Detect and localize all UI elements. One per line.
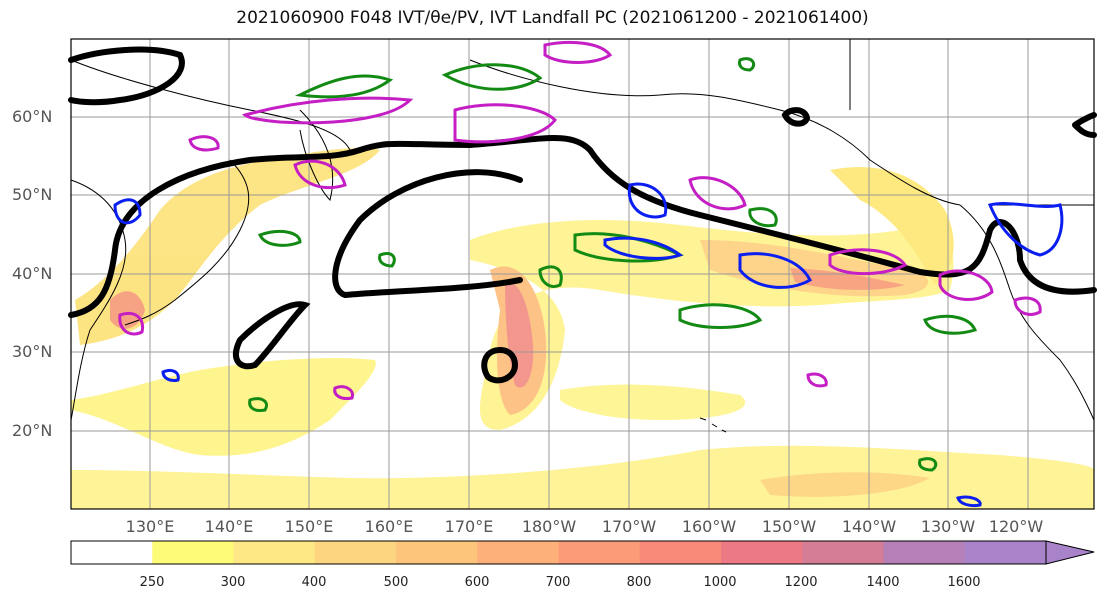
coastline-japan — [124, 159, 250, 326]
lat-label: 30°N — [12, 342, 53, 361]
lat-label: 20°N — [12, 421, 53, 440]
blue-contour — [603, 236, 684, 260]
lon-label: 140°W — [841, 517, 897, 536]
magenta-contour — [242, 96, 414, 125]
magenta-contours — [118, 40, 1042, 400]
green-contours — [248, 57, 978, 472]
magenta-contour — [688, 176, 747, 211]
coastline-north-america — [959, 204, 1095, 421]
thick-contour-main — [68, 135, 1097, 318]
green-contour — [918, 457, 938, 472]
green-contour — [923, 314, 978, 335]
colorbar-tick-label: 700 — [545, 575, 571, 590]
colorbar-segment — [314, 541, 397, 564]
colorbar-tick-label: 250 — [139, 575, 165, 590]
colorbar-segment — [152, 541, 234, 564]
coastline-asia — [70, 59, 351, 421]
colorbar-segment — [558, 541, 641, 564]
lon-label: 150°W — [761, 517, 817, 536]
magenta-contour — [118, 312, 145, 336]
colorbar-segment — [639, 541, 722, 564]
colorbar-tick-label: 1200 — [784, 575, 818, 590]
green-contour — [441, 63, 543, 91]
colorbar-segment — [721, 541, 803, 564]
green-contour — [678, 303, 763, 329]
lon-label: 170°W — [601, 517, 657, 536]
ivt-subtropical-south-core — [760, 472, 930, 497]
magenta-contour — [938, 269, 994, 301]
green-contour — [748, 207, 778, 228]
lon-label: 160°W — [681, 517, 737, 536]
magenta-contour — [828, 248, 908, 276]
thick-contour-arctic — [68, 46, 185, 106]
colorbar-segment — [233, 541, 316, 564]
lon-label: 120°W — [988, 517, 1044, 536]
thick-contours — [68, 46, 1097, 384]
colorbar-tick-label: 1400 — [866, 575, 900, 590]
magenta-contour — [543, 40, 613, 64]
ivt-central-band — [560, 384, 746, 420]
blue-contour — [113, 198, 142, 225]
thick-contour-loop-west — [332, 169, 523, 299]
lat-label: 50°N — [12, 185, 53, 204]
blue-contour — [987, 202, 1064, 257]
blue-contour — [738, 252, 812, 289]
colorbar-tick-label: 800 — [626, 575, 652, 590]
blue-contour — [956, 495, 982, 508]
lat-label: 60°N — [12, 107, 53, 126]
lon-label: 150°E — [284, 517, 334, 536]
blue-contour — [627, 182, 668, 219]
magenta-contour — [806, 372, 828, 388]
colorbar-tick-label: 600 — [464, 575, 490, 590]
coastline-alaska — [469, 59, 961, 206]
blue-contours — [113, 182, 1064, 508]
blue-contour — [161, 368, 180, 382]
colorbar-tick-label: 300 — [220, 575, 246, 590]
green-contour — [538, 265, 563, 288]
colorbar-segment — [71, 541, 153, 564]
magenta-contour — [188, 135, 220, 152]
colorbar-segment — [802, 541, 884, 564]
colorbar — [71, 541, 1047, 564]
colorbar-tick-label: 1600 — [947, 575, 981, 590]
colorbar-extend-arrow — [1045, 540, 1095, 565]
colorbar-segment — [964, 541, 1047, 564]
colorbar-tick-label: 400 — [301, 575, 327, 590]
lon-label: 160°E — [364, 517, 414, 536]
green-contour — [248, 397, 268, 412]
magenta-contour — [333, 385, 355, 400]
coastline-hawaii — [699, 417, 727, 433]
lon-label: 140°E — [204, 517, 254, 536]
lat-label: 40°N — [12, 264, 53, 283]
ivt-shading — [71, 148, 1094, 509]
magenta-contour — [1013, 296, 1042, 316]
map-frame — [70, 38, 1095, 510]
lon-label: 180°W — [521, 517, 577, 536]
lon-label: 130°E — [125, 517, 175, 536]
colorbar-segment — [396, 541, 478, 564]
ivt-plume-gulf — [830, 166, 954, 285]
colorbar-tick-label: 1000 — [703, 575, 737, 590]
green-contour — [378, 251, 396, 268]
colorbar-segment — [477, 541, 559, 564]
green-contour — [257, 230, 302, 247]
colorbar-segment — [883, 541, 966, 564]
green-contour — [738, 57, 756, 72]
ivt-plume-japan — [75, 148, 380, 345]
lon-label: 130°W — [920, 517, 976, 536]
thick-contour-circle — [481, 346, 519, 384]
magenta-contour — [293, 159, 347, 190]
colorbar-tick-label: 500 — [383, 575, 409, 590]
thick-contour-loop-south — [233, 301, 311, 370]
magenta-contour — [453, 103, 557, 144]
ivt-ar-east-core — [790, 268, 905, 290]
green-contour — [294, 74, 394, 99]
chart-title: 2021060900 F048 IVT/θe/PV, IVT Landfall … — [236, 8, 869, 28]
thick-contour-small-loop — [781, 107, 811, 127]
lon-label: 170°E — [444, 517, 494, 536]
